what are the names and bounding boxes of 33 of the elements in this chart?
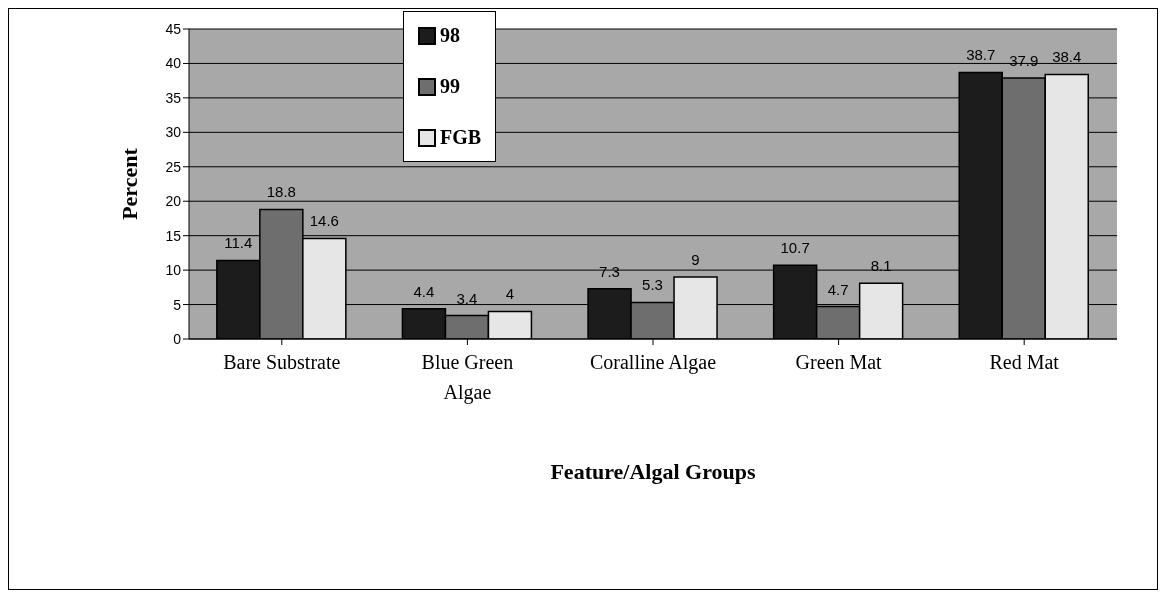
data-label: 38.4	[1052, 48, 1082, 66]
y-tick-label: 35	[165, 89, 182, 106]
y-tick-label: 0	[173, 330, 182, 347]
data-label: 3.4	[456, 289, 478, 307]
data-label: 4.7	[827, 280, 849, 298]
y-tick-label: 30	[165, 124, 182, 141]
legend-label: 99	[440, 75, 461, 98]
data-label: 8.1	[870, 257, 892, 275]
y-tick-label: 10	[165, 262, 182, 279]
data-label: 11.4	[224, 234, 253, 252]
y-tick-label: 45	[165, 20, 182, 37]
data-label: 10.7	[780, 239, 810, 257]
y-tick-label: 20	[165, 193, 182, 210]
x-tick-label: Blue Green Algae	[421, 351, 514, 404]
data-label: 38.7	[966, 46, 996, 64]
legend-label: 98	[440, 24, 461, 47]
data-label: 5.3	[642, 276, 663, 294]
data-label: 9	[691, 251, 700, 268]
x-tick-label: Red Mat	[989, 351, 1060, 373]
data-label: 18.8	[266, 183, 296, 201]
y-tick-label: 5	[173, 296, 182, 313]
x-tick-label: Bare Substrate	[223, 351, 341, 373]
x-tick-label: Coralline Algae	[589, 351, 717, 374]
x-tick-label: Green Mat	[795, 351, 883, 373]
data-label: 4	[505, 285, 515, 303]
y-tick-label: 15	[165, 227, 182, 244]
data-label: 14.6	[309, 212, 339, 230]
data-label: 4.4	[413, 282, 435, 300]
x-axis-title: Feature/Algal Groups	[550, 459, 756, 484]
y-axis-title: Percent	[116, 147, 142, 220]
y-tick-label: 40	[165, 55, 182, 72]
legend-label: FGB	[440, 126, 482, 149]
y-tick-label: 25	[165, 158, 182, 175]
